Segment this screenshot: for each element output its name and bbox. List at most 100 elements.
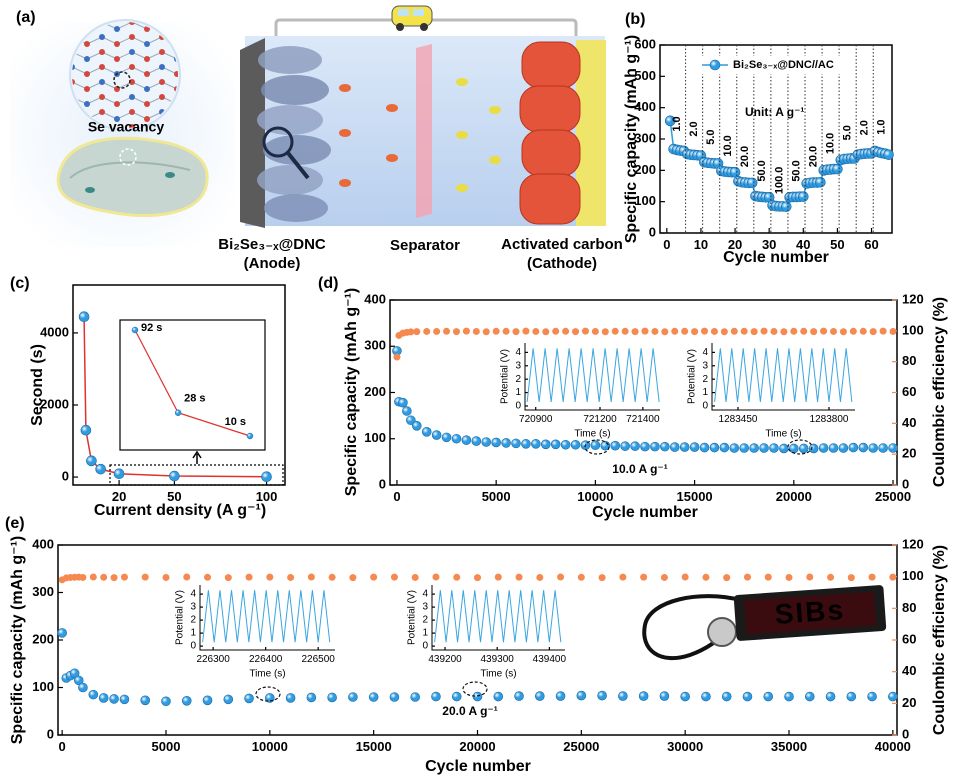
data-point [501,438,511,448]
data-point [431,430,442,440]
data-point [402,406,412,416]
lattice-atom [129,64,135,70]
data-point [119,694,130,705]
label: Bi₂Se₃₋ₓ@DNC [218,236,326,253]
x-tick-label: 20 [112,489,126,504]
efficiency-point [770,327,778,335]
x-tick-label: 439300 [481,654,515,665]
lattice-atom [99,64,105,70]
data-point [848,442,859,453]
led-text: SIBs [774,594,846,630]
y2-tick-label: 60 [902,384,916,399]
x-tick-label: 20 [728,237,742,252]
lattice-atom [159,79,165,85]
efficiency-point [800,327,808,335]
efficiency-point [868,573,876,581]
legend-label: Bi₂Se₃₋ₓ@DNC//AC [733,59,834,71]
label: Activated carbon [501,236,623,253]
x-axis-label: Current density (A g⁻¹) [94,502,266,519]
rate-label: 50.0 [756,160,768,181]
lattice-atom [114,56,120,62]
anode-sheets [257,46,331,222]
x-tick-label: 40000 [875,739,911,754]
y-tick-label: 3 [515,360,521,371]
y-tick-label: 1 [515,387,521,398]
data-point [88,689,99,700]
annotation: 10.0 A g⁻¹ [612,462,667,476]
lattice-atom [174,71,178,77]
highlight-ellipse [462,681,488,697]
magnifier [262,126,294,158]
y2-tick-label: 80 [902,353,916,368]
data-point [699,442,710,453]
y-tick-label: 3 [190,602,196,613]
efficiency-point [581,327,589,335]
x-axis-label: Time (s) [480,669,516,680]
efficiency-point [830,327,838,335]
efficiency-point [110,574,118,582]
data-point [441,432,452,443]
data-point [597,690,607,701]
y-tick-label: 600 [634,36,656,51]
data-point [828,443,839,453]
data-point [669,442,680,452]
y-tick-label: 300 [32,584,54,599]
data-point [73,675,84,686]
x-axis-label: Cycle number [425,758,531,775]
x-tick-label: 720900 [519,414,553,425]
efficiency-point [743,573,751,581]
efficiency-point [370,573,378,581]
data-point [531,439,541,449]
x-tick-label: 50 [830,237,844,252]
highlight-ellipse [255,686,281,702]
y-axis-label: Potential (V) [687,349,698,404]
data-point [202,695,213,706]
x-tick-label: 721400 [626,414,660,425]
efficiency-point [552,327,560,335]
data-point [769,443,779,453]
data-point [878,443,888,453]
vacancy-marker [119,148,137,166]
data-point [223,694,234,705]
y2-axis-label: Coulombic efficiency (%) [931,545,948,735]
series-line [714,348,853,403]
x-tick-label: 15000 [677,489,713,504]
data-point [389,692,400,702]
zoom-arrow [192,450,202,464]
y2-tick-label: 60 [902,631,916,646]
y-tick-label: 3 [702,360,708,371]
x-tick-label: 226300 [196,654,230,665]
label: (Cathode) [527,255,597,272]
lattice-atom [144,41,150,47]
data-point [511,438,521,449]
y-tick-label: 0 [62,469,69,484]
lattice-atom [129,22,135,25]
data-point [721,691,732,702]
lattice-atom [129,49,135,55]
data-point [348,692,358,702]
x-tick-label: 30000 [667,739,703,754]
data-point [570,439,581,450]
efficiency-point [393,353,401,361]
efficiency-point [611,327,619,335]
efficiency-point [750,328,758,336]
lattice-atom [144,56,150,62]
y-tick-label: 2 [702,374,708,385]
efficiency-point [100,573,108,581]
data-point [327,692,337,703]
y2-tick-label: 40 [902,415,916,430]
cathode-collector [576,40,606,226]
car-wheel [396,23,404,31]
rate-label: 10.0 [722,135,734,156]
efficiency-point [691,328,699,336]
data-point [550,439,561,450]
data-point [451,433,462,444]
data-point [780,201,792,212]
data-point [867,691,877,702]
y-tick-label: 4 [190,589,196,600]
x-tick-label: 0 [663,237,670,252]
lattice-atom [99,49,105,55]
y2-tick-label: 0 [902,476,909,491]
lattice-atom [72,64,75,70]
annotation: 20.0 A g⁻¹ [442,704,497,718]
